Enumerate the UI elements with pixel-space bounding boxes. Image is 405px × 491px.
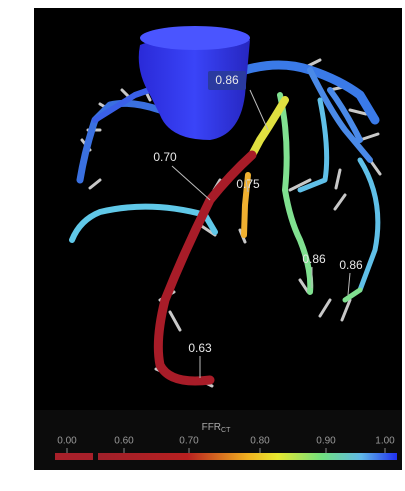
ffr-label: 0.63: [188, 341, 212, 355]
colorbar-low: [55, 453, 93, 460]
screenshot: 0.86 0.70 0.75 0.86 0.86 0.63 FFRCT 0.00…: [0, 0, 405, 491]
ffr-label: 0.86: [215, 73, 239, 87]
colorbar-tick-label: 0.00: [57, 436, 77, 447]
colorbar-tick-label: 0.80: [250, 436, 270, 447]
ffr-label: 0.86: [302, 252, 326, 266]
colorbar-title-main: FFR: [202, 422, 221, 433]
colorbar-tick-label: 1.00: [375, 436, 395, 447]
aorta-top: [140, 26, 250, 50]
colorbar-tick-label: 0.60: [114, 436, 134, 447]
colorbar-gradient: [98, 453, 397, 460]
ffr-label: 0.70: [153, 150, 177, 164]
colorbar-panel: [34, 410, 402, 470]
colorbar-title-sub: CT: [221, 427, 231, 434]
ffr-label: 0.75: [236, 177, 260, 191]
ffr-label: 0.86: [339, 258, 363, 272]
colorbar-tick-label: 0.90: [316, 436, 336, 447]
colorbar-tick-label: 0.70: [179, 436, 199, 447]
